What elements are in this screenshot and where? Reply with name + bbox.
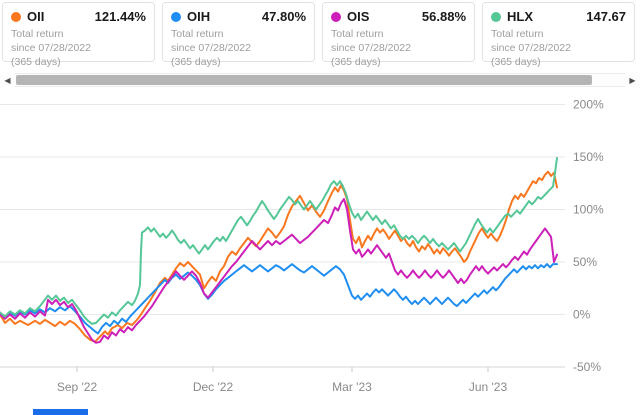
y-axis-tick-label: 50%: [573, 255, 597, 269]
x-axis-tick-label: Sep '22: [57, 380, 98, 394]
since-date-label: since 07/28/2022: [331, 42, 411, 54]
x-axis-tick-label: Dec '22: [193, 380, 234, 394]
ticker-symbol: OIS: [347, 9, 370, 24]
since-date-label: since 07/28/2022: [171, 42, 251, 54]
since-date-label: since 07/28/2022: [11, 42, 91, 54]
ticker-return-value: 147.67: [586, 9, 626, 24]
y-axis-tick-label: -50%: [573, 360, 601, 374]
x-axis-tick-label: Mar '23: [332, 380, 372, 394]
ticker-symbol: HLX: [507, 9, 533, 24]
ticker-return-value: 56.88%: [421, 9, 466, 24]
total-return-label: Total return: [491, 28, 544, 40]
chart-svg: 200% 150% 100% 50% 0% -50% Sep '22 Dec '22 Mar '…: [0, 98, 604, 394]
y-axis-tick-label: 150%: [573, 150, 604, 164]
since-date-label: since 07/28/2022: [491, 42, 571, 54]
days-label: (365 days): [331, 56, 381, 68]
series-line-oih[interactable]: [0, 263, 558, 335]
scroll-right-arrow-icon[interactable]: ▶: [625, 73, 640, 87]
total-return-label: Total return: [171, 28, 224, 40]
x-axis-tick-label: Jun '23: [469, 380, 508, 394]
y-axis-tick-label: 200%: [573, 98, 604, 112]
ticker-card-oih[interactable]: OIH 47.80% Total return since 07/28/2022…: [162, 2, 315, 68]
y-axis-tick-label: 0%: [573, 308, 591, 322]
total-return-label: Total return: [331, 28, 384, 40]
ticker-card-hlx[interactable]: HLX 147.67 Total return since 07/28/2022…: [482, 2, 635, 68]
ticker-card-ois[interactable]: OIS 56.88% Total return since 07/28/2022…: [322, 2, 475, 68]
ticker-return-value: 47.80%: [261, 9, 306, 24]
total-return-label: Total return: [11, 28, 64, 40]
scrollbar-thumb[interactable]: [16, 75, 592, 85]
series-line-ois[interactable]: [0, 198, 558, 344]
scroll-left-arrow-icon[interactable]: ◀: [0, 73, 15, 87]
partial-blue-element: [33, 409, 88, 415]
days-label: (365 days): [171, 56, 221, 68]
ois-color-dot-icon: [331, 11, 341, 22]
ticker-return-value: 121.44%: [94, 9, 146, 24]
scrollbar-track[interactable]: [15, 74, 625, 86]
hlx-color-dot-icon: [491, 11, 501, 22]
series-line-hlx[interactable]: [0, 157, 558, 325]
series-line-oii[interactable]: [0, 170, 558, 343]
oih-color-dot-icon: [171, 11, 181, 22]
days-label: (365 days): [11, 56, 61, 68]
ticker-cards-row: OII 121.44% Total return since 07/28/202…: [2, 2, 640, 68]
ticker-card-oii[interactable]: OII 121.44% Total return since 07/28/202…: [2, 2, 155, 68]
ticker-symbol: OIH: [187, 9, 211, 24]
ticker-symbol: OII: [27, 9, 45, 24]
oii-color-dot-icon: [11, 11, 21, 22]
cards-horizontal-scrollbar: ◀ ▶: [0, 73, 640, 87]
price-return-chart[interactable]: 200% 150% 100% 50% 0% -50% Sep '22 Dec '22 Mar '…: [0, 95, 640, 395]
days-label: (365 days): [491, 56, 541, 68]
y-axis-tick-label: 100%: [573, 203, 604, 217]
